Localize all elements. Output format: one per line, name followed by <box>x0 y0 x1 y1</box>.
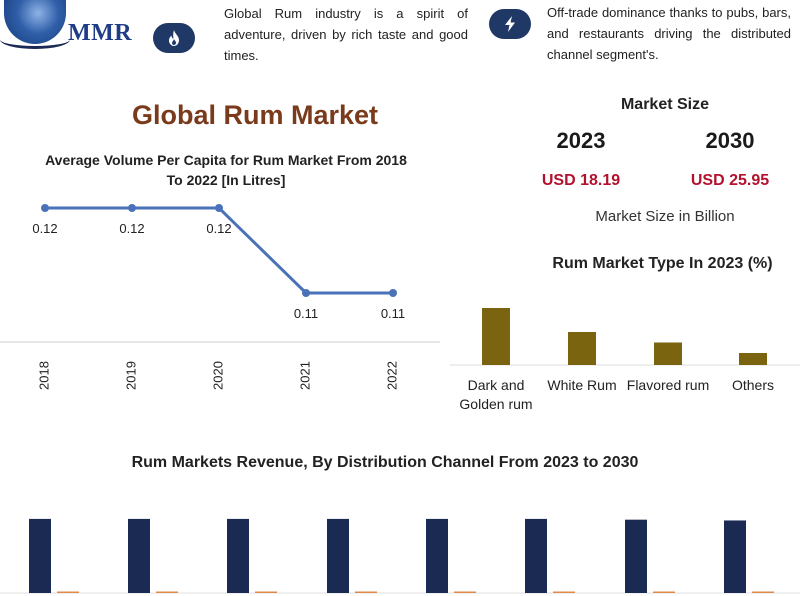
type-bar-1 <box>568 332 596 365</box>
distribution-bar-dark-5 <box>525 518 547 593</box>
line-point-2022 <box>389 289 397 297</box>
distribution-bar-orange-2 <box>255 591 277 593</box>
market-size-value-1: USD 18.19 <box>541 172 621 189</box>
line-point-2018 <box>41 204 49 212</box>
distribution-bar-chart <box>0 518 800 594</box>
market-size-label: Market Size <box>620 96 710 113</box>
line-data-label-2018: 0.12 <box>32 221 57 236</box>
distribution-bar-orange-5 <box>553 591 575 593</box>
line-x-tick-2021: 2021 <box>297 361 312 390</box>
lightning-icon <box>489 9 531 39</box>
type-bar-3 <box>739 353 767 365</box>
line-x-tick-2019: 2019 <box>123 361 138 390</box>
distribution-bar-dark-3 <box>327 518 349 593</box>
distribution-bar-dark-2 <box>227 518 249 593</box>
distribution-bar-dark-7 <box>724 520 746 593</box>
line-data-label-2022: 0.11 <box>381 306 405 321</box>
distribution-bar-orange-1 <box>156 591 178 593</box>
distribution-bar-orange-6 <box>653 591 675 593</box>
type-bar-0 <box>482 308 510 365</box>
info-text-2: Off-trade dominance thanks to pubs, bars… <box>547 5 791 62</box>
page-title: Global Rum Market <box>131 100 379 130</box>
type-category-label-2-0: Flavored rum <box>627 377 709 393</box>
market-size-unit: Market Size in Billion <box>595 208 735 225</box>
distribution-bar-orange-7 <box>752 591 774 593</box>
market-size-year-1: 2023 <box>556 128 606 153</box>
line-data-label-2020: 0.12 <box>206 221 231 236</box>
line-point-2019 <box>128 204 136 212</box>
type-category-label-0-0: Dark and <box>468 377 525 393</box>
type-category-label-0-1: Golden rum <box>459 396 532 412</box>
line-point-2020 <box>215 204 223 212</box>
line-data-label-2019: 0.12 <box>119 221 144 236</box>
type-bar-2 <box>654 342 682 365</box>
market-size-value-2: USD 25.95 <box>690 172 770 189</box>
market-size-year-2: 2030 <box>705 128 755 153</box>
distribution-chart-title: Rum Markets Revenue, By Distribution Cha… <box>131 454 639 471</box>
line-x-tick-2020: 2020 <box>210 361 225 390</box>
logo-text: MMR <box>68 20 133 46</box>
distribution-bar-dark-1 <box>128 518 150 593</box>
flame-icon <box>153 23 195 53</box>
line-data-label-2021: 0.11 <box>294 306 318 321</box>
line-x-tick-2022: 2022 <box>384 361 399 390</box>
distribution-bar-orange-4 <box>454 591 476 593</box>
distribution-bar-dark-6 <box>625 519 647 593</box>
type-bar-chart: Dark and Golden rum White Rum Flavored rum O… <box>450 308 800 412</box>
type-category-label-1-0: White Rum <box>547 377 616 393</box>
distribution-bar-orange-3 <box>355 591 377 593</box>
info-text-1: Global Rum industry is a spirit of adven… <box>224 6 468 63</box>
line-point-2021 <box>302 289 310 297</box>
logo-swoosh-icon <box>0 30 70 49</box>
distribution-bar-dark-4 <box>426 518 448 593</box>
distribution-bar-orange-0 <box>57 591 79 593</box>
line-chart-title: Average Volume Per Capita for Rum Market… <box>45 152 407 188</box>
line-chart: 0.12 2018 0.12 2019 0.12 2020 0.11 2021 0.11 2022 <box>0 204 440 390</box>
type-chart-title: Rum Market Type In 2023 (%) <box>552 255 773 272</box>
type-category-label-3-0: Others <box>732 377 774 393</box>
line-x-tick-2018: 2018 <box>36 361 51 390</box>
distribution-bar-dark-0 <box>29 518 51 593</box>
